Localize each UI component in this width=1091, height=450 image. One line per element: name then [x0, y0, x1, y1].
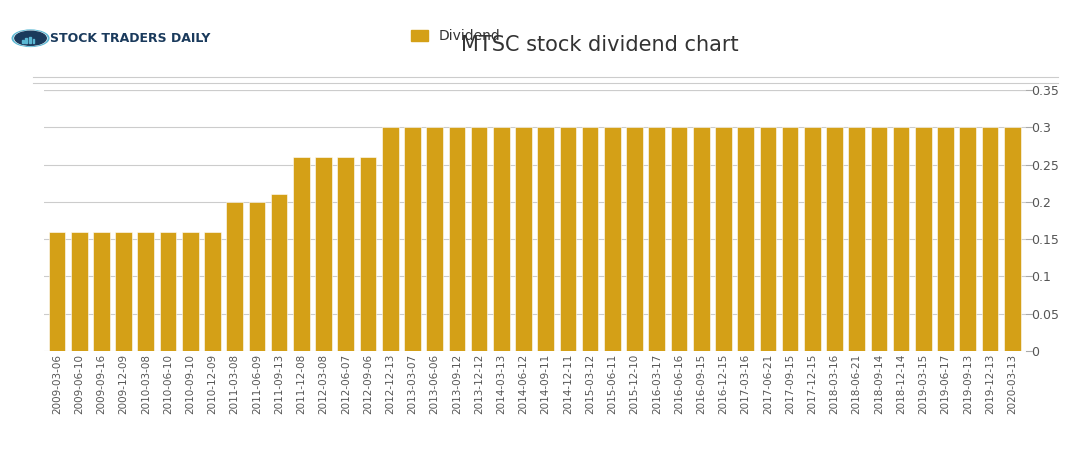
- Bar: [693, 127, 709, 351]
- Bar: [49, 232, 65, 351]
- Bar: [28, 37, 31, 43]
- Bar: [515, 127, 531, 351]
- Text: STOCK TRADERS DAILY: STOCK TRADERS DAILY: [50, 32, 211, 45]
- Bar: [582, 127, 599, 351]
- Bar: [671, 127, 687, 351]
- Bar: [137, 232, 154, 351]
- Bar: [315, 157, 332, 351]
- Legend: Dividend: Dividend: [406, 24, 506, 49]
- Bar: [22, 40, 24, 43]
- Bar: [293, 157, 310, 351]
- Bar: [448, 127, 465, 351]
- Bar: [93, 232, 110, 351]
- Bar: [382, 127, 398, 351]
- Circle shape: [12, 30, 49, 46]
- Bar: [759, 127, 776, 351]
- Bar: [982, 127, 998, 351]
- Bar: [404, 127, 421, 351]
- Bar: [915, 127, 932, 351]
- Bar: [182, 232, 199, 351]
- Bar: [648, 127, 666, 351]
- Bar: [804, 127, 820, 351]
- Bar: [959, 127, 976, 351]
- Bar: [715, 127, 732, 351]
- Bar: [560, 127, 576, 351]
- Bar: [25, 38, 26, 43]
- Bar: [782, 127, 799, 351]
- Bar: [849, 127, 865, 351]
- Bar: [427, 127, 443, 351]
- Bar: [1004, 127, 1020, 351]
- Bar: [871, 127, 887, 351]
- Bar: [892, 127, 910, 351]
- Bar: [226, 202, 243, 351]
- Bar: [826, 127, 843, 351]
- Bar: [626, 127, 643, 351]
- Bar: [271, 194, 287, 351]
- Bar: [738, 127, 754, 351]
- Circle shape: [15, 31, 46, 45]
- Text: MTSC stock dividend chart: MTSC stock dividend chart: [461, 35, 739, 55]
- Bar: [116, 232, 132, 351]
- Bar: [159, 232, 177, 351]
- Bar: [937, 127, 954, 351]
- Circle shape: [14, 31, 47, 45]
- Bar: [360, 157, 376, 351]
- Bar: [71, 232, 87, 351]
- Bar: [33, 39, 35, 43]
- Bar: [204, 232, 220, 351]
- Bar: [604, 127, 621, 351]
- Bar: [337, 157, 355, 351]
- Bar: [470, 127, 488, 351]
- Bar: [249, 202, 265, 351]
- Bar: [538, 127, 554, 351]
- Bar: [493, 127, 509, 351]
